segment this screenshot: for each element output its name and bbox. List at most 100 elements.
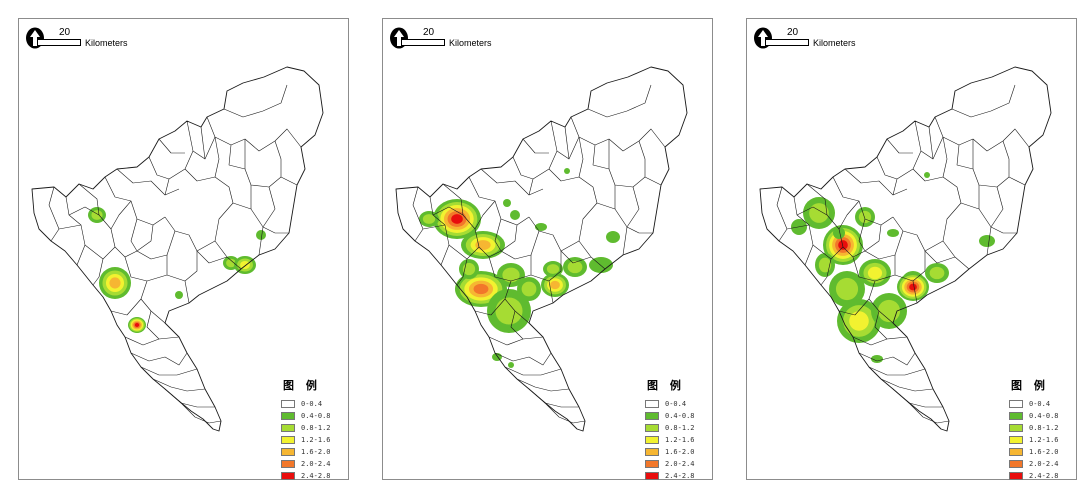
legend-swatch [1009,436,1023,444]
legend-label: 0.4-0.8 [1029,412,1059,420]
density-hotspot [815,253,835,277]
density-contour [240,261,250,269]
density-contour [818,257,832,273]
density-hotspot [510,210,520,220]
legend-swatch [281,424,295,432]
district-boundary [116,168,180,196]
legend-label: 1.2-1.6 [1029,436,1059,444]
density-contour [462,262,476,276]
legend-item: 2.0-2.4 [1009,459,1071,469]
district-boundary [146,310,180,340]
district-boundary [951,84,1016,118]
density-hotspot [837,299,881,343]
legend-item: 1.2-1.6 [645,435,707,445]
scale-bar [765,39,809,46]
district-boundary [130,352,188,366]
legend-item: 0.8-1.2 [645,423,707,433]
district-boundary [214,136,220,178]
density-contour [589,257,613,273]
legend-swatch [645,400,659,408]
district-boundary [110,298,142,316]
district-boundary [858,218,904,260]
district-boundary [456,258,468,286]
district-boundary [206,116,302,152]
district-boundary [480,168,544,196]
density-hotspot [535,223,547,231]
density-map-3 [759,66,1052,432]
district-boundary [196,250,228,264]
density-hotspot [871,355,883,363]
density-contour [535,223,547,231]
density-contour [546,264,560,274]
density-hotspot [979,235,995,247]
district-boundary [124,255,168,282]
density-hotspot [256,230,266,240]
district-boundary [432,206,464,216]
district-boundary [474,298,506,316]
region-outline [759,66,1052,432]
legend-swatch [645,460,659,468]
density-hotspot [589,257,613,273]
district-boundary [516,378,570,392]
density-hotspot [88,207,106,223]
legend-label: 0.8-1.2 [301,424,331,432]
legend-swatch [281,400,295,408]
density-contour [606,231,620,243]
district-boundary [130,218,176,260]
legend-label: 0.8-1.2 [1029,424,1059,432]
density-contour [835,277,859,301]
district-boundary [488,336,524,346]
legend-swatch [645,472,659,480]
district-boundary [874,310,908,340]
legend-swatch [645,412,659,420]
density-contour [451,214,463,224]
district-boundary [934,116,1030,152]
legend-title: 图 例 [647,379,685,392]
district-boundary [500,224,518,252]
district-boundary [892,216,944,252]
district-boundary [510,310,544,340]
legend-item: 0.8-1.2 [1009,423,1071,433]
legend-rows: 0-0.4 0.4-0.8 0.8-1.2 1.2-1.6 1.6-2.0 2.0-2.4… [645,399,707,481]
district-boundary [838,298,870,316]
district-boundary [522,138,549,154]
legend-item: 0.4-0.8 [645,411,707,421]
district-boundary [164,216,216,252]
district-boundary [560,250,592,264]
district-boundary [274,140,282,177]
legend-item: 0.8-1.2 [281,423,343,433]
legend-label: 2.4-2.8 [665,472,695,480]
legend-swatch [1009,400,1023,408]
district-boundary [548,280,554,304]
density-hotspot [433,199,481,239]
density-hotspot [503,199,511,207]
region-outline [31,66,324,432]
district-boundary [796,206,828,216]
district-boundary [548,168,598,204]
district-boundary [184,168,234,204]
district-boundary [164,388,215,408]
legend-label: 2.4-2.8 [1029,472,1059,480]
district-boundary [868,280,894,324]
scale-bar-unit: Kilometers [449,38,492,48]
legend-swatch [281,436,295,444]
legend-label: 2.0-2.4 [301,460,331,468]
district-boundary [68,206,100,216]
density-hotspot [497,263,525,287]
density-hotspot [925,263,949,283]
density-hotspot [563,257,587,277]
scale-bar-value: 20 [423,27,435,38]
legend-rows: 0-0.4 0.4-0.8 0.8-1.2 1.2-1.6 1.6-2.0 2.0-2.4… [281,399,343,481]
district-boundary [474,200,496,230]
density-map-1 [31,66,324,432]
density-contour [838,240,848,250]
district-boundary [844,168,908,196]
density-contour [502,267,520,283]
density-hotspot [461,231,505,259]
density-hotspot [508,362,514,368]
density-contour [924,172,930,178]
legend-swatch [281,412,295,420]
legend-item: 2.0-2.4 [281,459,343,469]
district-boundaries-2 [395,66,688,432]
legend-item: 0.4-0.8 [281,411,343,421]
